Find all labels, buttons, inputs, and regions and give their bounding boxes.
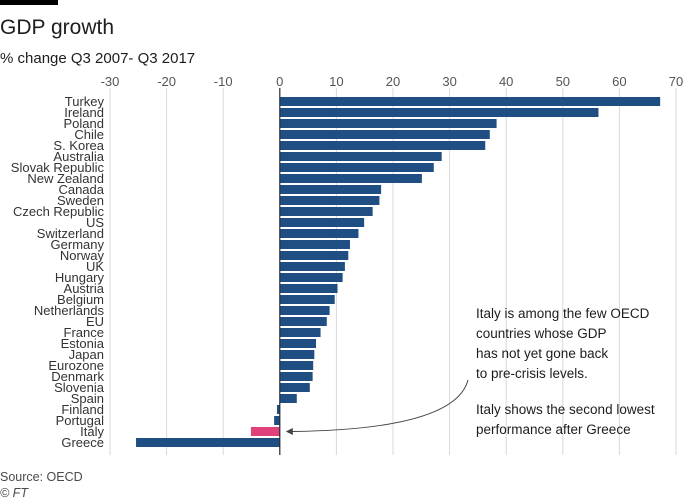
bar-italy — [250, 427, 280, 436]
annotation-arrowhead — [285, 428, 293, 435]
category-label: Sweden — [57, 193, 104, 208]
bar-new-zealand — [279, 174, 422, 183]
x-tick-label: 10 — [329, 74, 343, 89]
bar-france — [279, 328, 321, 337]
bar-spain — [279, 394, 297, 403]
category-label: Finland — [61, 402, 104, 417]
source-note: Source: OECD — [0, 470, 83, 484]
category-label: Spain — [71, 391, 104, 406]
category-label: Slovenia — [54, 380, 105, 395]
bar-uk — [279, 262, 345, 271]
bar-chile — [279, 130, 490, 139]
x-tick-label: -10 — [214, 74, 233, 89]
bar-s-korea — [279, 141, 486, 150]
bars — [136, 88, 661, 455]
bar-sweden — [279, 196, 380, 205]
category-label: US — [86, 215, 104, 230]
category-label: France — [64, 325, 104, 340]
bar-turkey — [279, 97, 661, 106]
annotation-text: Italy is among the few OECD — [476, 306, 650, 321]
bar-slovenia — [279, 383, 310, 392]
top-rule — [0, 0, 58, 5]
category-label: Eurozone — [48, 358, 104, 373]
bar-portugal — [274, 416, 280, 425]
bar-greece — [136, 438, 280, 447]
bar-japan — [279, 350, 315, 359]
annotation: Italy is among the few OECD countries who… — [285, 306, 655, 437]
x-tick-label: 40 — [499, 74, 513, 89]
bar-hungary — [279, 273, 343, 282]
bar-finland — [276, 405, 280, 414]
x-tick-label: 20 — [386, 74, 400, 89]
category-label: UK — [86, 259, 104, 274]
bar-austria — [279, 284, 338, 293]
bar-germany — [279, 240, 350, 249]
bar-canada — [279, 185, 382, 194]
category-label: Slovak Republic — [11, 160, 105, 175]
bar-czech-republic — [279, 207, 373, 216]
bar-norway — [279, 251, 349, 260]
category-label: Ireland — [64, 105, 104, 120]
bar-poland — [279, 119, 497, 128]
x-tick-label: 30 — [442, 74, 456, 89]
category-label: Canada — [58, 182, 104, 197]
annotation-text: performance after Greece — [476, 422, 631, 437]
bar-australia — [279, 152, 442, 161]
annotation-text: to pre-crisis levels. — [476, 366, 588, 381]
category-label: Estonia — [61, 336, 105, 351]
category-label: Australia — [53, 149, 104, 164]
bar-switzerland — [279, 229, 359, 238]
x-tick-label: 60 — [612, 74, 626, 89]
category-label: Chile — [74, 127, 104, 142]
credit-note: © FT — [0, 486, 28, 500]
bar-belgium — [279, 295, 335, 304]
bar-us — [279, 218, 365, 227]
category-label: Belgium — [57, 292, 104, 307]
bar-netherlands — [279, 306, 330, 315]
x-axis-ticks: -30 -20 -10 0 10 20 30 40 50 60 70 — [101, 74, 684, 89]
chart-subtitle: % change Q3 2007- Q3 2017 — [0, 50, 196, 67]
bar-eurozone — [279, 361, 314, 370]
category-label: Germany — [51, 237, 105, 252]
category-label: Austria — [64, 281, 105, 296]
x-tick-label: -30 — [101, 74, 120, 89]
x-tick-label: 70 — [669, 74, 683, 89]
annotation-text: has not yet gone back — [476, 346, 608, 361]
bar-ireland — [279, 108, 599, 117]
category-label: Czech Republic — [13, 204, 105, 219]
annotation-text: Italy shows the second lowest — [476, 402, 655, 417]
x-tick-label: -20 — [157, 74, 176, 89]
category-label: Italy — [80, 424, 104, 439]
bar-denmark — [279, 372, 313, 381]
category-label: Netherlands — [34, 303, 105, 318]
category-label: S. Korea — [53, 138, 104, 153]
category-label: Poland — [64, 116, 104, 131]
bar-slovak-republic — [279, 163, 434, 172]
category-label: Turkey — [65, 94, 105, 109]
bar-eu — [279, 317, 327, 326]
gridlines — [109, 88, 677, 455]
category-label: Denmark — [51, 369, 104, 384]
chart-title: GDP growth — [0, 16, 114, 39]
category-label: Norway — [60, 248, 105, 263]
category-label: Japan — [69, 347, 104, 362]
annotation-arrow — [291, 379, 469, 432]
bar-estonia — [279, 339, 317, 348]
category-label: Greece — [61, 435, 104, 450]
category-label: EU — [86, 314, 104, 329]
category-label: New Zealand — [27, 171, 104, 186]
category-label: Hungary — [55, 270, 105, 285]
x-tick-label: 50 — [556, 74, 570, 89]
x-tick-label: 0 — [276, 74, 283, 89]
category-label: Portugal — [56, 413, 105, 428]
category-label: Switzerland — [37, 226, 104, 241]
annotation-text: countries whose GDP — [476, 326, 607, 341]
